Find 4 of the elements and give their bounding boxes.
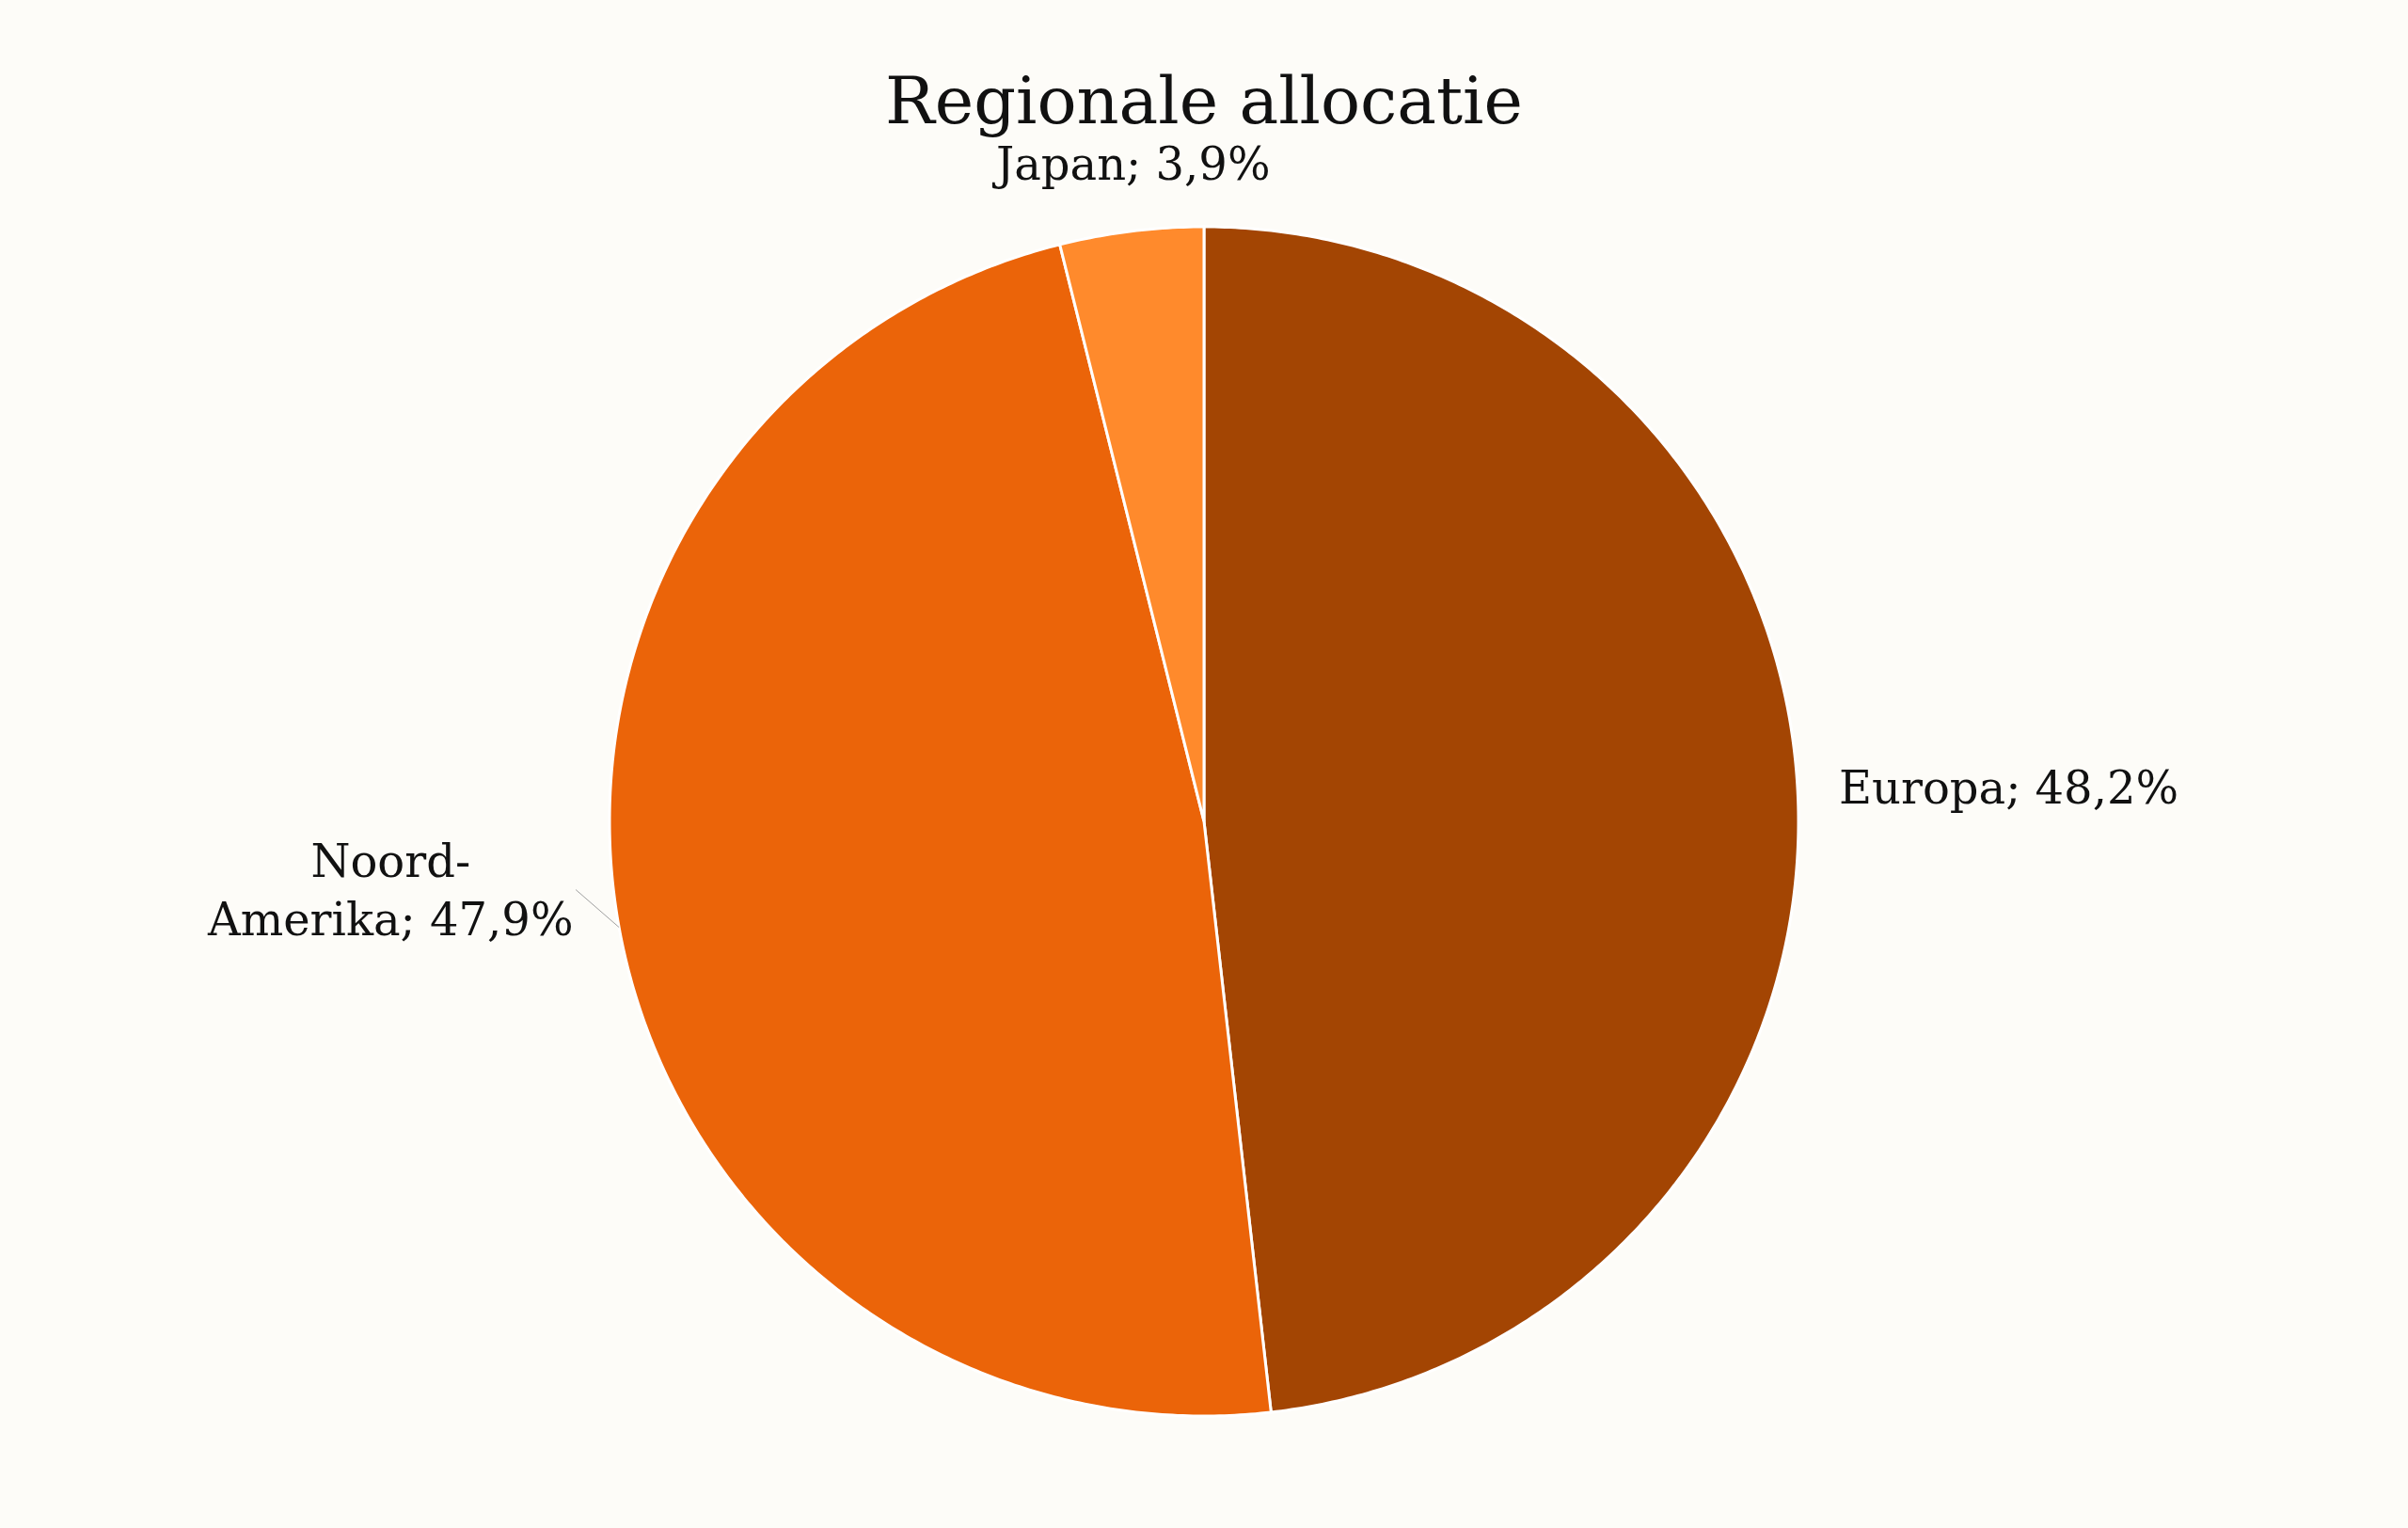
slice-label: Noord-Amerika; 47,9% [207,835,574,947]
slice-label: Europa; 48,2% [1839,761,2179,814]
chart-title: Regionale allocatie [885,61,1523,139]
slice-label: Japan; 3,9% [991,137,1271,190]
